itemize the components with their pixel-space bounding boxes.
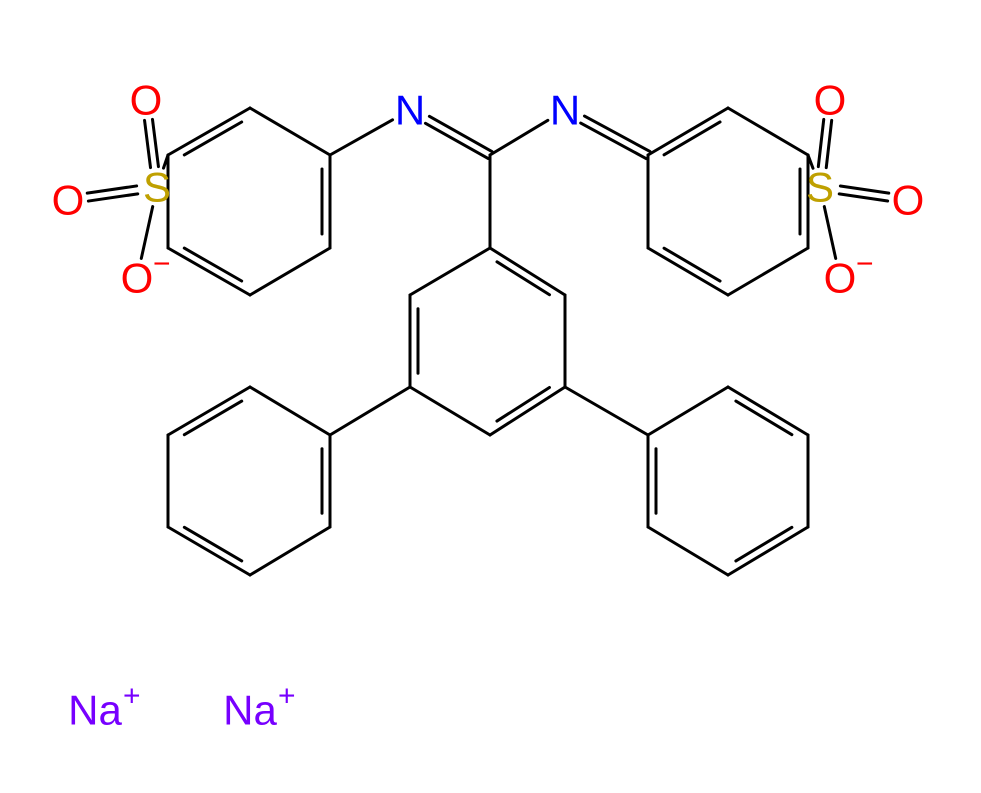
atom-n: N	[395, 87, 425, 134]
atom-n: N	[550, 87, 580, 134]
charge: −	[856, 248, 874, 281]
atom-o: O	[52, 177, 85, 224]
atom-s: S	[806, 164, 834, 211]
atom-na: Na	[68, 687, 122, 734]
atom-o: O	[121, 255, 154, 302]
charge: +	[123, 680, 141, 713]
atom-s: S	[143, 164, 171, 211]
atom-o: O	[130, 77, 163, 124]
charge: −	[153, 248, 171, 281]
atom-o: O	[814, 77, 847, 124]
atom-o: O	[824, 255, 857, 302]
chemical-structure: NNSOOO−SOOO−Na+Na+	[0, 0, 981, 793]
charge: +	[278, 680, 296, 713]
atom-na: Na	[223, 687, 277, 734]
atom-o: O	[892, 177, 925, 224]
